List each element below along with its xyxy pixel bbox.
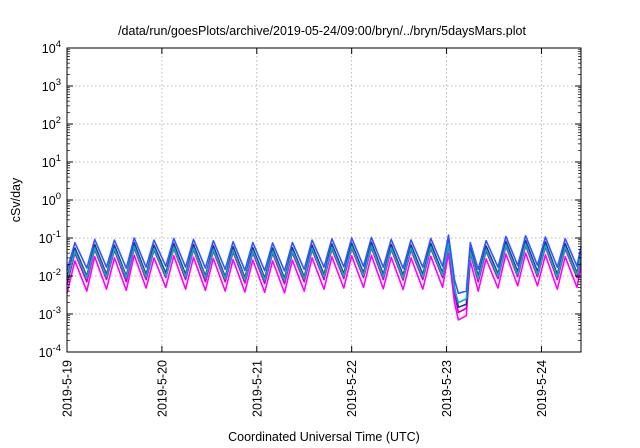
- y-tick-label: 102: [42, 115, 61, 132]
- y-tick-label: 103: [42, 77, 61, 94]
- y-tick-label: 100: [42, 191, 61, 208]
- x-tick-label: 2019-5-19: [61, 360, 75, 417]
- y-tick-label: 104: [42, 39, 61, 56]
- y-axis-label: cSv/day: [9, 177, 23, 222]
- x-tick-label: 2019-5-21: [250, 360, 264, 417]
- series-group: [66, 234, 582, 321]
- series-line: [66, 234, 582, 295]
- x-axis-label: Coordinated Universal Time (UTC): [228, 430, 420, 444]
- x-tick-label: 2019-5-20: [155, 360, 169, 417]
- series-line: [66, 242, 582, 304]
- y-axis: 10-4 10-3 10-2 10-1 100 101 102 103 104: [39, 39, 581, 360]
- x-tick-label: 2019-5-22: [345, 360, 359, 417]
- y-tick-label: 10-4: [39, 343, 61, 360]
- y-tick-label: 10-3: [39, 305, 61, 322]
- y-tick-label: 10-2: [39, 267, 61, 284]
- grid: [66, 48, 581, 352]
- x-tick-label: 2019-5-23: [440, 360, 454, 417]
- x-axis: 2019-5-19 2019-5-20 2019-5-21 2019-5-22 2019…: [61, 48, 549, 417]
- y-tick-label: 101: [42, 153, 61, 170]
- y-tick-label: 10-1: [39, 229, 61, 246]
- chart-title: /data/run/goesPlots/archive/2019-05-24/0…: [118, 24, 526, 38]
- x-tick-label: 2019-5-24: [535, 360, 549, 417]
- series-line: [66, 252, 582, 321]
- series-line: [66, 238, 582, 309]
